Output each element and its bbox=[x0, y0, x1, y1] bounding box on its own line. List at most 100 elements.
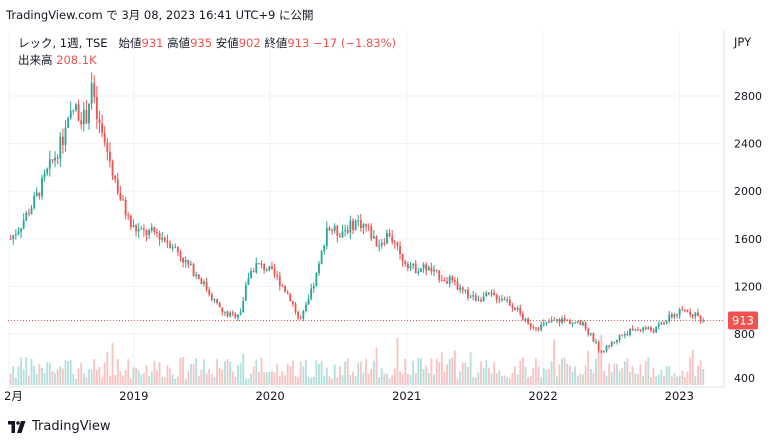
candle-body bbox=[537, 328, 540, 330]
volume-bar bbox=[571, 372, 574, 385]
volume-bar bbox=[485, 360, 488, 385]
volume-bar bbox=[438, 362, 441, 385]
volume-bar bbox=[618, 370, 621, 385]
volume-bar bbox=[101, 377, 104, 385]
volume-bar bbox=[38, 364, 41, 385]
volume-bar bbox=[501, 376, 503, 385]
volume-bar bbox=[41, 368, 43, 385]
candle-body bbox=[563, 318, 566, 321]
symbol-label[interactable]: レック, 1週, TSE bbox=[18, 36, 108, 50]
candle-body bbox=[535, 327, 537, 329]
volume-bar bbox=[268, 372, 271, 385]
volume-bar bbox=[480, 361, 482, 385]
volume-bar bbox=[508, 378, 511, 385]
candle-body bbox=[14, 234, 17, 236]
candle-body bbox=[182, 257, 185, 263]
volume-bar bbox=[145, 365, 148, 385]
candle-body bbox=[302, 311, 305, 319]
candle-body bbox=[163, 237, 166, 241]
volume-bar bbox=[563, 357, 566, 385]
candle-body bbox=[85, 109, 88, 124]
candle-body bbox=[459, 287, 462, 290]
y-tick-label: 1200 bbox=[734, 280, 762, 293]
high-label: 高値 bbox=[167, 36, 191, 50]
volume-bar bbox=[602, 370, 605, 385]
volume-bar bbox=[529, 376, 532, 385]
open-label: 始値 bbox=[118, 36, 142, 50]
candle-body bbox=[461, 287, 464, 290]
candle-body bbox=[584, 322, 587, 329]
volume-bar bbox=[678, 375, 681, 385]
volume-bar bbox=[218, 368, 221, 385]
volume-bar bbox=[226, 359, 229, 385]
volume-bar bbox=[344, 361, 347, 385]
volume-bar bbox=[597, 351, 600, 385]
candle-body bbox=[137, 229, 140, 232]
volume-bar bbox=[150, 371, 153, 385]
candle-body bbox=[610, 341, 613, 347]
candle-body bbox=[409, 265, 412, 269]
volume-bar bbox=[69, 359, 72, 385]
volume-bar bbox=[109, 375, 111, 385]
candle-body bbox=[328, 227, 331, 231]
volume-bar bbox=[561, 358, 563, 385]
footer-brand[interactable]: TradingView bbox=[32, 419, 111, 434]
volume-bar bbox=[190, 364, 192, 385]
volume-bar bbox=[229, 361, 232, 385]
volume-bar bbox=[613, 363, 616, 385]
volume-bar bbox=[231, 371, 234, 385]
candle-body bbox=[670, 314, 673, 318]
volume-bar bbox=[203, 359, 205, 385]
candle-body bbox=[310, 288, 313, 300]
y-tick-label: 800 bbox=[734, 328, 755, 341]
volume-bar bbox=[320, 361, 323, 385]
x-tick-label: 2020 bbox=[255, 389, 284, 403]
candle-body bbox=[247, 278, 250, 285]
candle-body bbox=[224, 311, 226, 313]
volume-bar bbox=[532, 368, 535, 385]
candle-body bbox=[435, 269, 438, 271]
volume-bar bbox=[195, 358, 198, 385]
volume-bar bbox=[545, 369, 548, 385]
candle-body bbox=[305, 304, 307, 312]
candle-body bbox=[341, 231, 344, 237]
low-label: 安値 bbox=[215, 36, 239, 50]
volume-bar bbox=[184, 378, 187, 385]
candle-body bbox=[367, 226, 370, 228]
candle-body bbox=[438, 270, 441, 280]
candle-body bbox=[252, 271, 255, 273]
volume-bar bbox=[433, 373, 435, 385]
volume-bar bbox=[629, 372, 631, 385]
candle-body bbox=[433, 269, 435, 272]
volume-bar bbox=[67, 361, 70, 385]
volume-bar bbox=[250, 373, 252, 385]
volume-bar bbox=[163, 377, 166, 385]
candle-body bbox=[103, 132, 106, 143]
volume-bar bbox=[691, 350, 694, 385]
chart-attribution: TradingView.com で 3月 08, 2023 16:41 UTC+… bbox=[6, 8, 314, 22]
candle-body bbox=[657, 323, 660, 327]
candle-body bbox=[257, 263, 260, 265]
volume-bar bbox=[668, 366, 671, 385]
candle-body bbox=[41, 177, 43, 197]
candle-body bbox=[284, 286, 286, 292]
currency-label[interactable]: JPY bbox=[734, 35, 752, 49]
volume-bar bbox=[568, 365, 571, 385]
last-price-tag bbox=[728, 311, 758, 330]
candle-body bbox=[237, 314, 239, 318]
volume-bar bbox=[255, 359, 258, 385]
volume-bar bbox=[621, 368, 624, 385]
volume-value: 208.1K bbox=[56, 53, 97, 67]
volume-bar bbox=[119, 371, 122, 385]
volume-bar bbox=[252, 366, 255, 385]
volume-bar bbox=[393, 368, 396, 385]
volume-bar bbox=[286, 363, 289, 385]
candle-body bbox=[218, 302, 221, 308]
volume-bar bbox=[294, 375, 297, 385]
volume-bar bbox=[244, 378, 247, 385]
volume-bar bbox=[427, 373, 430, 385]
volume-bar bbox=[341, 374, 344, 385]
candle-body bbox=[600, 350, 603, 352]
volume-bar bbox=[9, 373, 12, 385]
